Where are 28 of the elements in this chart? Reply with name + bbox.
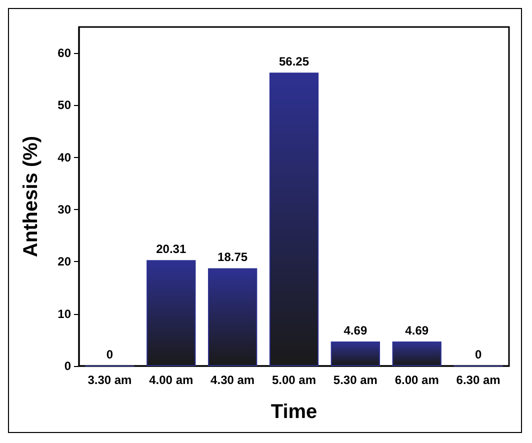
data-label: 0 [106, 348, 114, 362]
x-axis-title: Time [270, 401, 318, 423]
data-label: 4.69 [344, 324, 368, 338]
data-label: 4.69 [405, 324, 429, 338]
x-tick-label: 5.00 am [272, 373, 316, 387]
y-tick-label: 30 [58, 202, 72, 217]
x-tick-label: 5.30 am [333, 373, 378, 387]
x-tick-label: 6.00 am [394, 373, 439, 387]
data-label: 20.31 [156, 242, 186, 256]
x-tick-label: 3.30 am [88, 373, 132, 387]
y-tick-label: 10 [58, 306, 72, 321]
y-tick-label: 40 [58, 150, 72, 164]
y-tick-label: 60 [58, 46, 72, 60]
x-tick-label: 4.00 am [149, 373, 194, 387]
bar [269, 72, 319, 366]
data-label: 0 [474, 348, 482, 362]
y-tick-label: 20 [58, 254, 72, 269]
x-tick-label: 4.30 am [210, 373, 255, 387]
y-tick-label: 50 [58, 98, 72, 112]
bar [392, 342, 442, 366]
bar [146, 260, 196, 366]
y-axis-title: Anthesis (%) [20, 136, 42, 258]
data-label: 56.25 [278, 54, 310, 69]
x-tick-label: 6.30 am [456, 373, 500, 387]
bar [330, 342, 380, 366]
bar [208, 268, 258, 366]
y-tick-label: 0 [64, 359, 72, 373]
data-label: 18.75 [218, 250, 248, 264]
